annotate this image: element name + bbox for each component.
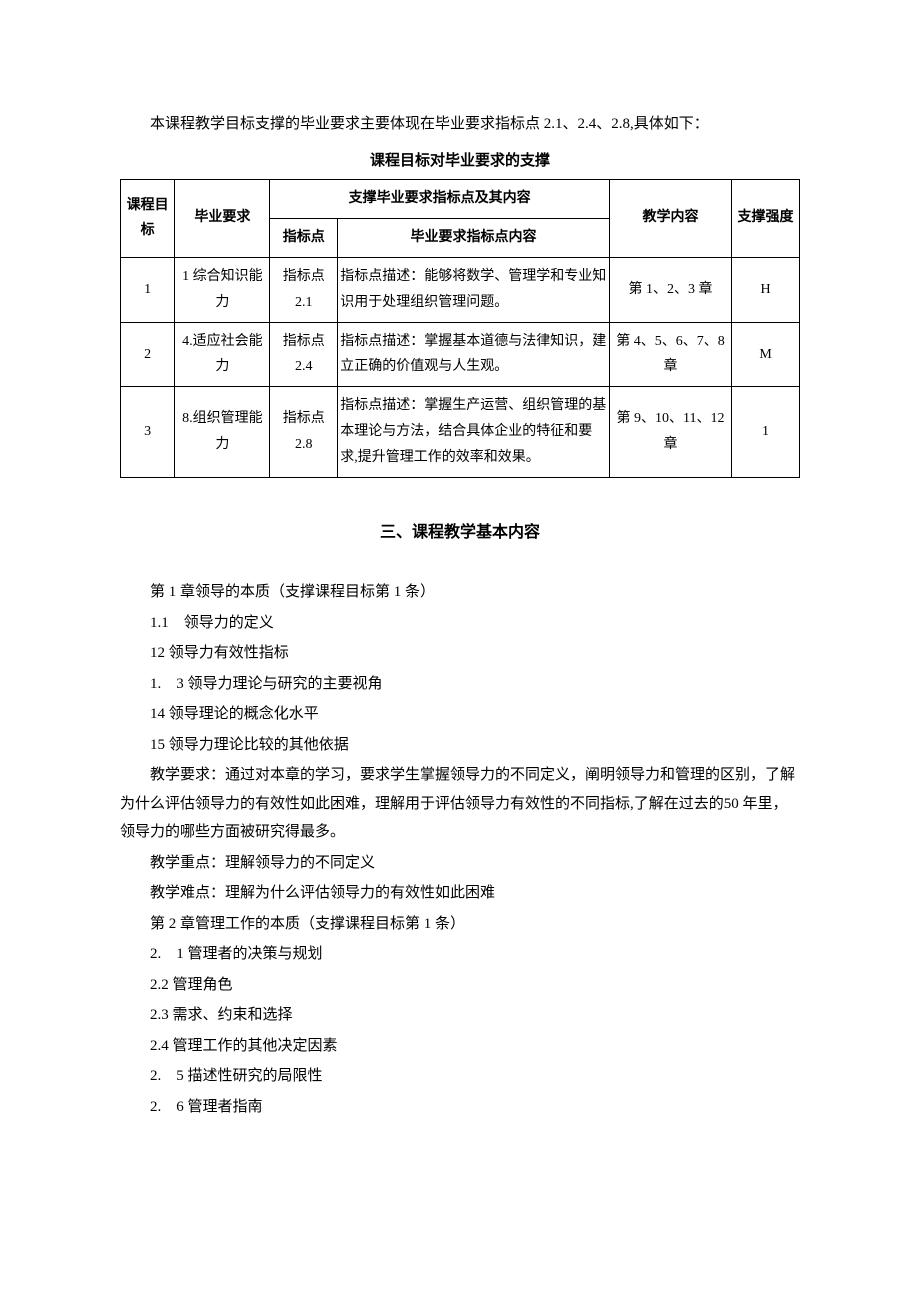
cell-content: 第 1、2、3 章 <box>609 257 731 322</box>
para: 教学难点：理解为什么评估领导力的有效性如此困难 <box>120 879 800 908</box>
para: 2. 6 管理者指南 <box>120 1093 800 1122</box>
para: 2. 5 描述性研究的局限性 <box>120 1062 800 1091</box>
para: 教学重点：理解领导力的不同定义 <box>120 849 800 878</box>
para: 第 1 章领导的本质（支撑课程目标第 1 条） <box>120 578 800 607</box>
th-indicator: 支撑毕业要求指标点及其内容 <box>270 180 610 219</box>
cell-point: 指标点2.8 <box>270 387 338 478</box>
para: 教学要求：通过对本章的学习，要求学生掌握领导力的不同定义，阐明领导力和管理的区别… <box>120 761 800 847</box>
section-heading: 三、课程教学基本内容 <box>120 518 800 548</box>
para: 2. 1 管理者的决策与规划 <box>120 940 800 969</box>
cell-point: 指标点2.4 <box>270 322 338 387</box>
para: 2.3 需求、约束和选择 <box>120 1001 800 1030</box>
para: 2.4 管理工作的其他决定因素 <box>120 1032 800 1061</box>
para: 15 领导力理论比较的其他依据 <box>120 731 800 760</box>
para: 第 2 章管理工作的本质（支撑课程目标第 1 条） <box>120 910 800 939</box>
cell-strength: H <box>732 257 800 322</box>
para: 2.2 管理角色 <box>120 971 800 1000</box>
para: 1.1 领导力的定义 <box>120 609 800 638</box>
th-strength: 支撑强度 <box>732 180 800 258</box>
cell-req: 4.适应社会能力 <box>175 322 270 387</box>
cell-desc: 指标点描述：能够将数学、管理学和专业知识用于处理组织管理问题。 <box>338 257 610 322</box>
cell-desc: 指标点描述：掌握生产运营、组织管理的基本理论与方法，结合具体企业的特征和要求,提… <box>338 387 610 478</box>
cell-req: 1 综合知识能力 <box>175 257 270 322</box>
th-req: 毕业要求 <box>175 180 270 258</box>
cell-content: 第 9、10、11、12 章 <box>609 387 731 478</box>
cell-strength: M <box>732 322 800 387</box>
table-header-row: 课程目标 毕业要求 支撑毕业要求指标点及其内容 教学内容 支撑强度 <box>121 180 800 219</box>
th-goal: 课程目标 <box>121 180 175 258</box>
cell-goal: 1 <box>121 257 175 322</box>
para: 1. 3 领导力理论与研究的主要视角 <box>120 670 800 699</box>
para: 14 领导理论的概念化水平 <box>120 700 800 729</box>
th-point: 指标点 <box>270 218 338 257</box>
cell-desc: 指标点描述：掌握基本道德与法律知识，建立正确的价值观与人生观。 <box>338 322 610 387</box>
intro-text: 本课程教学目标支撑的毕业要求主要体现在毕业要求指标点 2.1、2.4、2.8,具… <box>120 110 800 139</box>
table-title: 课程目标对毕业要求的支撑 <box>120 147 800 176</box>
th-desc: 毕业要求指标点内容 <box>338 218 610 257</box>
para: 12 领导力有效性指标 <box>120 639 800 668</box>
support-table: 课程目标 毕业要求 支撑毕业要求指标点及其内容 教学内容 支撑强度 指标点 毕业… <box>120 179 800 478</box>
cell-goal: 3 <box>121 387 175 478</box>
table-row: 3 8.组织管理能力 指标点2.8 指标点描述：掌握生产运营、组织管理的基本理论… <box>121 387 800 478</box>
cell-content: 第 4、5、6、7、8 章 <box>609 322 731 387</box>
cell-goal: 2 <box>121 322 175 387</box>
cell-strength: 1 <box>732 387 800 478</box>
cell-req: 8.组织管理能力 <box>175 387 270 478</box>
table-row: 1 1 综合知识能力 指标点2.1 指标点描述：能够将数学、管理学和专业知识用于… <box>121 257 800 322</box>
th-content: 教学内容 <box>609 180 731 258</box>
table-row: 2 4.适应社会能力 指标点2.4 指标点描述：掌握基本道德与法律知识，建立正确… <box>121 322 800 387</box>
cell-point: 指标点2.1 <box>270 257 338 322</box>
